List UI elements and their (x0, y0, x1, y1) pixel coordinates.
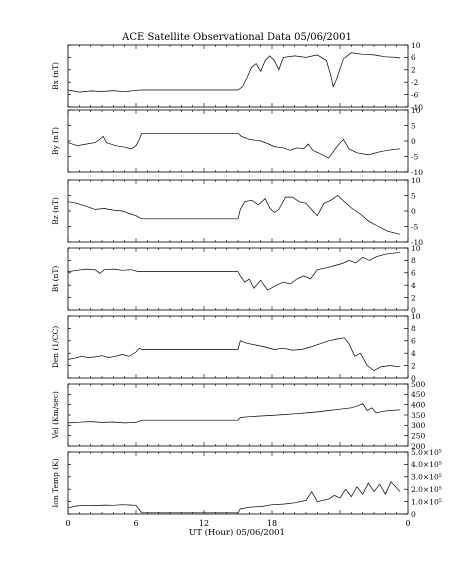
y-tick-label: 4 (411, 349, 416, 358)
y-tick-label: 2 (411, 66, 416, 75)
y-tick-label: 6 (411, 53, 416, 62)
x-axis-label: UT (Hour) 05/06/2001 (189, 527, 285, 538)
series-line (67, 337, 401, 372)
y-tick-label: -6 (411, 90, 419, 99)
y-axis-label: Bz (nT) (51, 197, 60, 225)
y-tick-label: 450 (411, 390, 426, 399)
y-tick-label: -10 (411, 238, 423, 247)
y-tick-label: 2 (411, 293, 416, 302)
y-tick-label: 400 (411, 400, 426, 409)
y-tick-label: 350 (411, 411, 426, 420)
series-line (67, 52, 401, 93)
y-tick-label: 10 (411, 312, 421, 321)
y-tick-label: 5 (411, 121, 416, 130)
y-tick-label: 10 (411, 41, 421, 50)
y-tick-label: -10 (411, 103, 423, 112)
panel-frame (67, 315, 409, 379)
y-tick-label: -2 (411, 78, 419, 87)
y-tick-label: -10 (411, 168, 423, 177)
x-tick-label: 12 (199, 519, 209, 528)
y-tick-label: 6 (411, 337, 416, 346)
panel-1: -10 -6 -2 2 6 10 Bx (nT) (51, 41, 423, 112)
y-tick-label: 200 (411, 442, 426, 451)
y-tick-label: 10 (411, 244, 421, 253)
panel-5: 0 2 4 6 8 10 Den (1/CC) (51, 312, 421, 383)
y-axis-label: Den (1/CC) (51, 326, 60, 368)
y-tick-label: 6 (411, 269, 416, 278)
y-tick-label: 2 (411, 361, 416, 370)
x-tick-label: 0 (65, 519, 70, 528)
panel-3: -10 -5 0 5 10 Bz (nT) (51, 176, 423, 247)
y-tick-label: 8 (411, 256, 416, 265)
y-tick-label: 0 (411, 137, 416, 146)
y-axis-label: Bx (nT) (51, 62, 60, 90)
y-tick-label: 0 (411, 374, 416, 383)
y-axis-label: Ion Temp (K) (51, 458, 60, 507)
x-tick-label: 18 (267, 519, 277, 528)
panel-frame (67, 247, 409, 311)
y-tick-label: 2.0×10⁵ (411, 485, 442, 494)
series-line (67, 481, 401, 514)
y-tick-label: 10 (411, 176, 421, 185)
y-tick-label: 250 (411, 431, 426, 440)
y-tick-label: 0 (411, 207, 416, 216)
y-tick-label: 3.0×10⁵ (411, 473, 442, 482)
y-tick-label: 10 (411, 106, 421, 115)
x-tick-label: 6 (133, 519, 138, 528)
y-tick-label: 500 (411, 380, 426, 389)
y-axis-label: By (nT) (51, 127, 60, 155)
panel-frame (67, 383, 409, 447)
y-tick-label: -5 (411, 152, 419, 161)
y-tick-label: 0 (411, 510, 416, 519)
y-tick-label: 5.0×10⁵ (411, 448, 442, 457)
series-line (67, 251, 401, 291)
panel-frame (67, 109, 409, 173)
x-tick-label: 0 (405, 519, 410, 528)
series-line (67, 403, 401, 424)
panels: -10 -6 -2 2 6 10 Bx (nT) -10 -5 0 5 10 By (nT) -10 -5 0… (51, 41, 442, 519)
y-tick-label: 4 (411, 281, 416, 290)
panel-4: 0 2 4 6 8 10 Bt (nT) (51, 244, 421, 315)
series-line (67, 195, 401, 235)
y-tick-label: 8 (411, 324, 416, 333)
panel-frame (67, 44, 409, 108)
y-tick-label: 4.0×10⁵ (411, 460, 442, 469)
y-tick-label: -5 (411, 222, 419, 231)
panel-7: 0 1.0×10⁵ 2.0×10⁵ 3.0×10⁵ 4.0×10⁵ 5.0×10⁵ Ion … (51, 448, 442, 519)
figure-title: ACE Satellite Observational Data 05/06/2… (121, 32, 352, 43)
y-tick-label: 5 (411, 191, 416, 200)
y-tick-label: 1.0×10⁵ (411, 497, 442, 506)
y-tick-label: 300 (411, 421, 426, 430)
x-axis: 0 6 12 18 0 (65, 519, 410, 528)
series-line (67, 132, 401, 159)
y-axis-label: Vel (Km/sec) (51, 391, 60, 440)
panel-2: -10 -5 0 5 10 By (nT) (51, 106, 423, 177)
y-tick-label: 0 (411, 306, 416, 315)
y-axis-label: Bt (nT) (51, 266, 60, 293)
